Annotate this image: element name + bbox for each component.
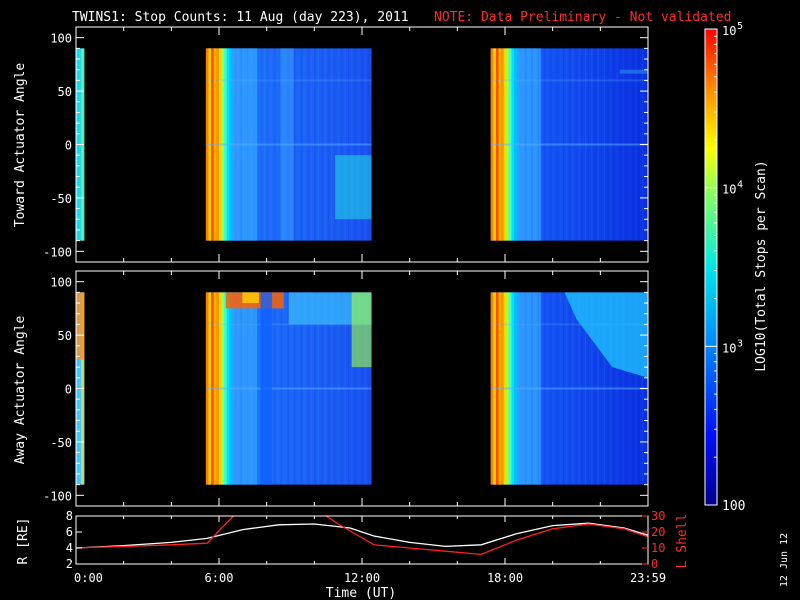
- colorbar-label-1e3: 10 3: [722, 338, 743, 355]
- colorbar-tick-exponent: 4: [737, 180, 743, 191]
- left-y-tick-label: 6: [66, 525, 73, 539]
- away-angle-ylabel: Away Actuator Angle: [13, 315, 28, 464]
- colorbar: [705, 29, 717, 505]
- x-tick-label: 0:00: [74, 571, 103, 585]
- y-tick-label: -50: [50, 436, 72, 450]
- heat-cell: [490, 79, 648, 82]
- radius-series-line: [76, 522, 648, 549]
- heat-cell: [564, 292, 648, 378]
- heat-cell: [619, 69, 648, 74]
- y-tick-label: 50: [58, 85, 72, 99]
- heat-cell: [205, 387, 372, 390]
- preliminary-note: NOTE: Data Preliminary - Not validated: [434, 10, 731, 25]
- y-tick-label: -100: [43, 245, 72, 259]
- generation-date: 12 Jun 12: [779, 533, 790, 587]
- lshell-series-line: [76, 516, 648, 556]
- left-y-tick-label: 4: [66, 541, 73, 555]
- colorbar-tick-label: 100: [722, 499, 745, 514]
- heat-cell: [490, 387, 648, 390]
- heat-cell: [490, 143, 648, 146]
- x-tick-label: 12:00: [344, 571, 380, 585]
- right-y-tick-label: 30: [651, 509, 665, 523]
- colorbar-label: LOG10(Total Stops per Scan): [754, 160, 769, 371]
- heat-cell: [490, 323, 648, 326]
- colorbar-tick-label: 10: [722, 24, 736, 38]
- y-tick-label: 0: [65, 383, 72, 397]
- time-xlabel: Time (UT): [326, 586, 396, 600]
- heat-cell: [242, 292, 259, 304]
- colorbar-label-100: 100: [722, 499, 745, 514]
- y-tick-label: -100: [43, 489, 72, 503]
- y-tick-label: 100: [50, 32, 72, 46]
- colorbar-label-1e4: 10 4: [722, 180, 743, 197]
- heat-cell: [205, 143, 372, 146]
- heat-cell: [76, 292, 85, 360]
- y-tick-label: -50: [50, 192, 72, 206]
- x-tick-label: 23:59: [630, 571, 666, 585]
- colorbar-tick-label: 10: [722, 183, 736, 197]
- x-tick-label: 18:00: [487, 571, 523, 585]
- colorbar-tick-exponent: 3: [737, 338, 743, 349]
- colorbar-tick-label: 10: [722, 341, 736, 355]
- heat-cell: [205, 79, 372, 82]
- left-y-tick-label: 2: [66, 557, 73, 571]
- radius-ylabel: R [RE]: [16, 518, 31, 565]
- heat-cell: [335, 155, 372, 220]
- toward-heatmap: [76, 48, 648, 241]
- plot-title: TWINS1: Stop Counts: 11 Aug (day 223), 2…: [72, 10, 409, 25]
- lshell-ylabel: L Shell: [675, 514, 690, 569]
- right-y-tick-label: 10: [651, 541, 665, 555]
- y-tick-label: 0: [65, 139, 72, 153]
- heat-cell: [351, 292, 372, 368]
- x-tick-label: 6:00: [205, 571, 234, 585]
- colorbar-label-1e5: 10 5: [722, 21, 743, 38]
- right-y-tick-label: 20: [651, 525, 665, 539]
- toward-angle-ylabel: Toward Actuator Angle: [13, 63, 28, 228]
- left-y-tick-label: 8: [66, 509, 73, 523]
- right-y-tick-label: 0: [651, 557, 658, 571]
- colorbar-tick-exponent: 5: [737, 21, 743, 32]
- y-tick-label: 50: [58, 329, 72, 343]
- heat-cell: [280, 48, 294, 241]
- heat-cell: [260, 292, 273, 485]
- y-tick-label: 100: [50, 276, 72, 290]
